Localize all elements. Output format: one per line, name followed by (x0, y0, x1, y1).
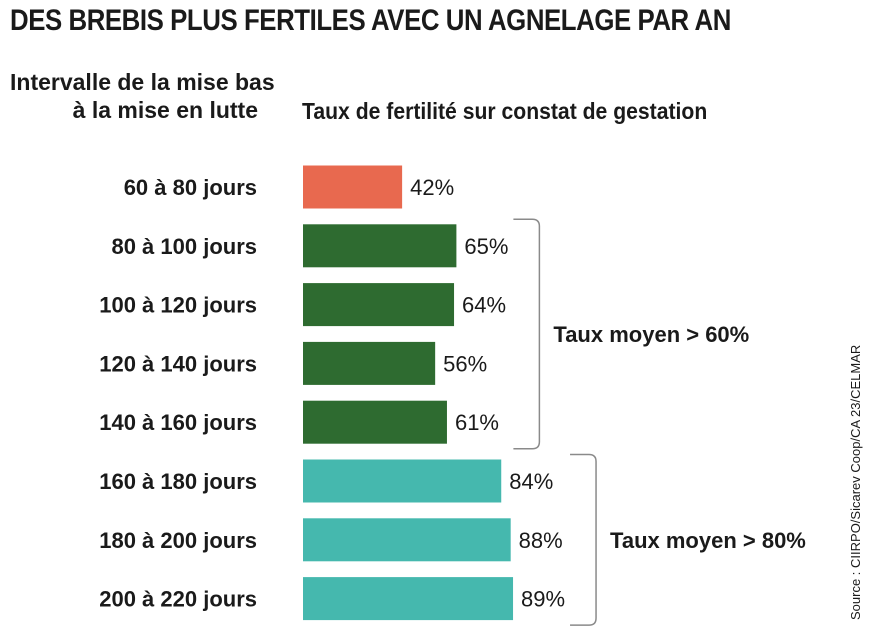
chart-title: DES BREBIS PLUS FERTILES AVEC UN AGNELAG… (10, 4, 731, 37)
value-label-4: 61% (455, 410, 499, 435)
group-label-0: Taux moyen > 60% (553, 322, 749, 347)
category-label-6: 180 à 200 jours (99, 528, 257, 553)
bar-2 (303, 283, 455, 327)
bar-5 (303, 459, 502, 503)
bar-0 (303, 165, 403, 209)
category-label-3: 120 à 140 jours (99, 351, 257, 376)
value-label-0: 42% (410, 175, 454, 200)
category-label-1: 80 à 100 jours (111, 234, 257, 259)
group-bracket-0 (513, 218, 541, 450)
left-column-header: Intervalle de la mise bas à la mise en l… (10, 68, 275, 124)
category-label-0: 60 à 80 jours (124, 175, 257, 200)
bar-4 (303, 400, 447, 444)
category-label-5: 160 à 180 jours (99, 469, 257, 494)
category-label-4: 140 à 160 jours (99, 410, 257, 435)
value-label-2: 64% (462, 293, 506, 318)
group-bracket-1 (570, 453, 597, 626)
right-column-header: Taux de fertilité sur constat de gestati… (302, 98, 708, 124)
value-label-7: 89% (521, 587, 565, 612)
bar-7 (303, 577, 514, 621)
left-header-line2: à la mise en lutte (72, 97, 258, 123)
bar-3 (303, 341, 436, 385)
value-label-5: 84% (509, 469, 553, 494)
bar-6 (303, 518, 511, 562)
category-label-7: 200 à 220 jours (99, 587, 257, 612)
left-header-line1: Intervalle de la mise bas (10, 69, 275, 95)
group-label-1: Taux moyen > 80% (610, 528, 806, 553)
value-label-6: 88% (519, 528, 563, 553)
value-label-1: 65% (464, 234, 508, 259)
category-label-2: 100 à 120 jours (99, 293, 257, 318)
source-note: Source : CIIRPO/Sicarev Coop/CA 23/CELMA… (848, 344, 863, 620)
value-label-3: 56% (443, 351, 487, 376)
bar-1 (303, 224, 457, 268)
